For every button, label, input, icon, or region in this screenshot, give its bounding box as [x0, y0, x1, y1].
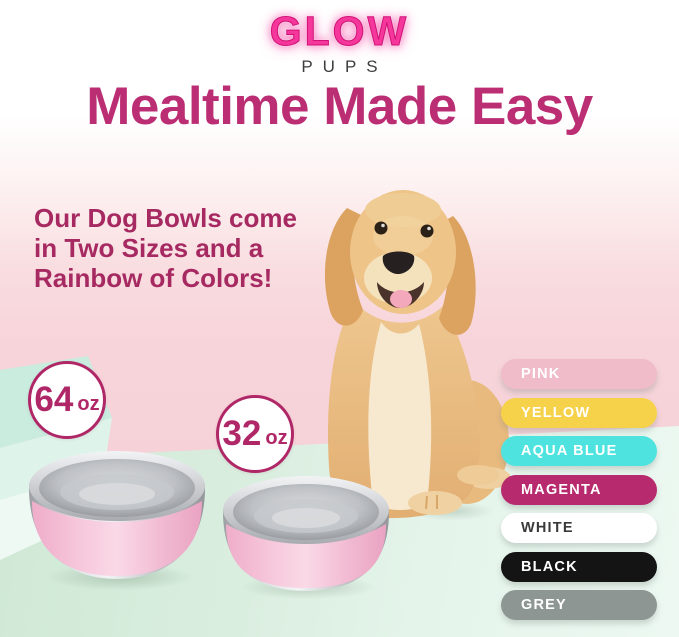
size-badge-32oz: 32 oz: [216, 395, 294, 473]
size-value: 64: [34, 380, 74, 419]
brand-logo: GLOW PUPS: [0, 8, 679, 77]
dog-bowl-64oz: [29, 451, 205, 579]
color-swatch-magenta: MAGENTA: [501, 474, 657, 505]
color-swatch-grey: GREY: [501, 590, 657, 620]
puppy-photo: [324, 190, 510, 519]
dog-bowl-32oz: [223, 476, 389, 591]
color-swatch-yellow: YELLOW: [501, 397, 657, 428]
bowl-64-pink-body: [32, 501, 202, 576]
headline: Mealtime Made Easy: [86, 77, 593, 136]
size-value: 32: [222, 414, 262, 453]
color-options-list: PINK YELLOW AQUA BLUE MAGENTA WHITE BLAC…: [501, 359, 657, 620]
color-swatch-black: BLACK: [501, 551, 657, 582]
puppy-tongue: [390, 290, 412, 308]
intro-line-1: Our Dog Bowls come: [34, 203, 297, 233]
color-swatch-aqua-blue: AQUA BLUE: [501, 436, 657, 466]
puppy-nose: [382, 251, 415, 274]
size-unit: oz: [77, 392, 100, 415]
color-swatch-pink: PINK: [501, 359, 657, 389]
size-unit: oz: [265, 426, 288, 449]
puppy-eye-left: [374, 221, 388, 235]
color-swatch-white: WHITE: [501, 513, 657, 543]
size-badge-64oz: 64 oz: [28, 361, 106, 439]
brand-logo-glow-text: GLOW: [269, 8, 410, 55]
intro-line-3: Rainbow of Colors!: [34, 263, 273, 293]
brand-logo-pups-text: PUPS: [301, 57, 388, 76]
bowl-32-pink-body: [226, 524, 386, 588]
puppy-chest: [368, 322, 432, 510]
puppy-front-paw-left: [408, 491, 462, 515]
puppy-eye-right: [420, 224, 434, 238]
intro-text: Our Dog Bowls come in Two Sizes and a Ra…: [34, 203, 334, 293]
intro-line-2: in Two Sizes and a: [34, 233, 264, 263]
puppy-front-paw-right: [457, 465, 499, 485]
